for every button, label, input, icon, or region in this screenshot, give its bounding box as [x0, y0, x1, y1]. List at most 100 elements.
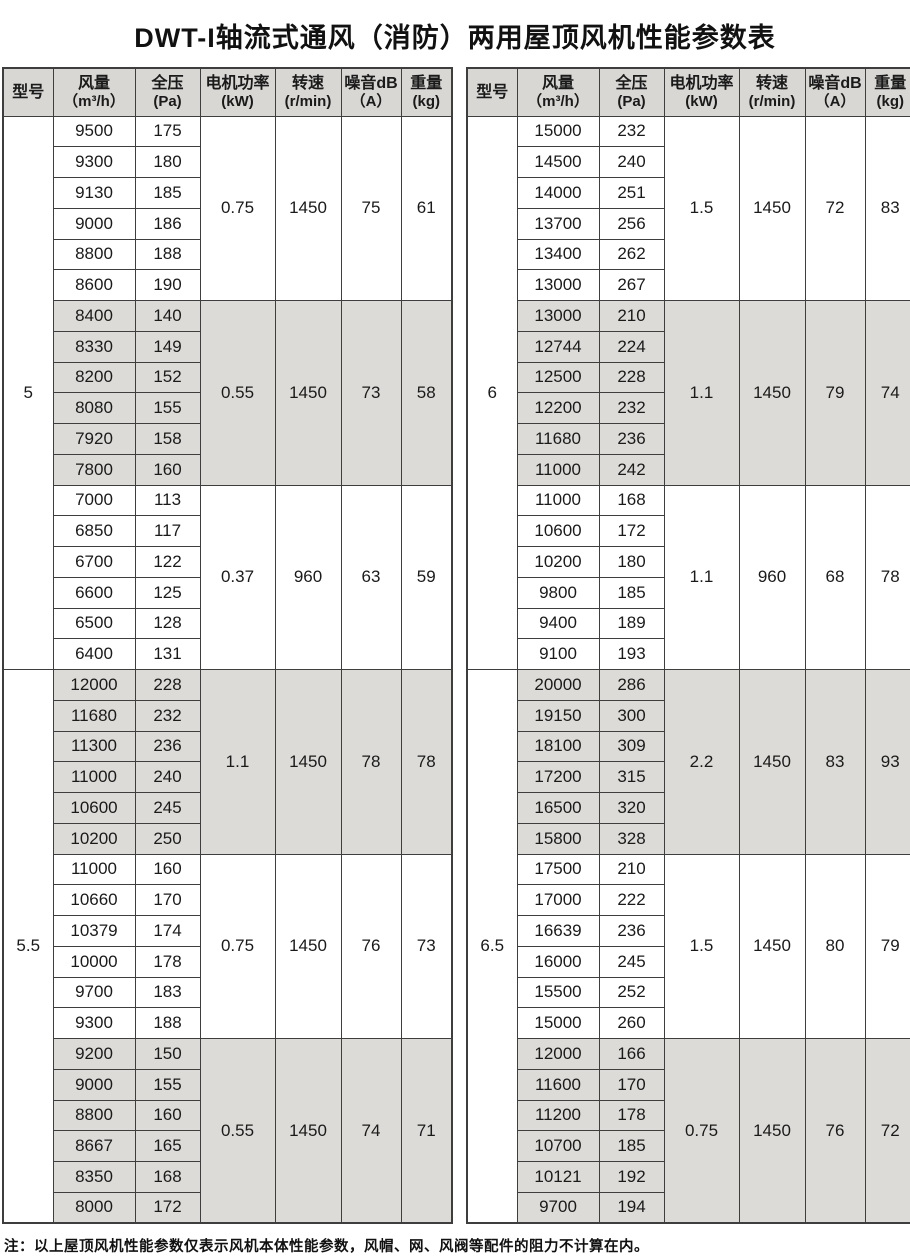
weight-value: 78	[864, 484, 910, 670]
pressure-value: 300	[598, 699, 665, 732]
weight-value: 58	[400, 300, 453, 486]
pressure-value: 188	[134, 1007, 201, 1039]
weight-value: 72	[864, 1038, 910, 1224]
pressure-value: 178	[598, 1099, 665, 1132]
table-row: 16000 245	[467, 945, 910, 978]
airflow-value: 8000	[52, 1191, 136, 1224]
pressure-value: 122	[134, 546, 201, 578]
pressure-value: 158	[134, 423, 201, 455]
pressure-value: 178	[134, 945, 201, 978]
noise-value: 73	[340, 300, 402, 486]
airflow-value: 11000	[52, 853, 136, 886]
table-row: 7800 160	[3, 453, 452, 486]
noise-value: 78	[340, 669, 402, 855]
table-row: 11200 178	[467, 1099, 910, 1132]
table-row: 10660 170	[3, 884, 452, 916]
table-row: 8667 165	[3, 1130, 452, 1162]
pressure-value: 180	[134, 146, 201, 178]
airflow-value: 8200	[52, 361, 136, 394]
table-row: 9300 180	[3, 146, 452, 178]
tables-container: 型号 风量 （m³/h） 全压 (Pa) 电机功率 (kW) 转速 (r/min) 噪音dB （A）…	[0, 67, 910, 1224]
column-header-model: 型号	[2, 67, 54, 117]
column-header-pressure: 全压 (Pa)	[134, 67, 201, 117]
power-value: 1.1	[199, 669, 276, 855]
airflow-value: 8080	[52, 392, 136, 424]
noise-value: 75	[340, 115, 402, 301]
weight-value: 73	[400, 853, 453, 1039]
table-row: 6700 122	[3, 546, 452, 578]
pressure-value: 228	[134, 669, 201, 701]
airflow-value: 6500	[52, 607, 136, 640]
speed-value: 960	[274, 484, 342, 670]
table-row: 12500 228	[467, 361, 910, 394]
pressure-value: 160	[134, 1099, 201, 1132]
noise-value: 72	[804, 115, 866, 301]
pressure-value: 242	[598, 453, 665, 486]
airflow-value: 6850	[52, 515, 136, 547]
pressure-value: 328	[598, 822, 665, 855]
airflow-value: 16000	[516, 945, 600, 978]
pressure-value: 245	[134, 792, 201, 824]
pressure-value: 149	[134, 330, 201, 363]
airflow-value: 19150	[516, 699, 600, 732]
model-cell: 6	[466, 115, 518, 670]
noise-value: 79	[804, 300, 866, 486]
table-row: 9800 185	[467, 576, 910, 609]
pressure-value: 160	[134, 453, 201, 486]
pressure-value: 150	[134, 1038, 201, 1070]
pressure-value: 125	[134, 576, 201, 609]
pressure-value: 256	[598, 207, 665, 240]
table-row: 9400 189	[467, 607, 910, 640]
table-row: 9100 193	[467, 638, 910, 670]
table-row: 6850 117	[3, 515, 452, 547]
power-value: 1.5	[663, 115, 740, 301]
airflow-value: 12000	[52, 669, 136, 701]
column-header-speed: 转速 (r/min)	[738, 67, 806, 117]
pressure-value: 315	[598, 761, 665, 793]
speed-value: 1450	[738, 853, 806, 1039]
table-row: 8400 140 0.55 1450 73 58	[3, 300, 453, 486]
airflow-value: 6400	[52, 638, 136, 670]
airflow-value: 9400	[516, 607, 600, 640]
airflow-value: 11680	[52, 699, 136, 732]
noise-value: 68	[804, 484, 866, 670]
table-row: 6400 131	[3, 638, 452, 670]
table-row: 8600 190	[3, 269, 452, 301]
pressure-value: 185	[598, 1130, 665, 1162]
weight-value: 79	[864, 853, 910, 1039]
airflow-value: 8600	[52, 269, 136, 301]
airflow-value: 10600	[52, 792, 136, 824]
airflow-value: 9700	[516, 1191, 600, 1224]
power-value: 1.1	[663, 484, 740, 670]
table-row: 10121 192	[467, 1161, 910, 1193]
airflow-value: 9000	[52, 207, 136, 240]
pressure-value: 183	[134, 976, 201, 1009]
pressure-value: 240	[134, 761, 201, 793]
pressure-value: 267	[598, 269, 665, 301]
pressure-value: 155	[134, 1068, 201, 1101]
airflow-value: 17000	[516, 884, 600, 916]
table-row: 17200 315	[467, 761, 910, 793]
airflow-value: 9130	[52, 177, 136, 209]
pressure-value: 210	[598, 300, 665, 332]
table-row: 10600 172	[467, 515, 910, 547]
pressure-value: 224	[598, 330, 665, 363]
pressure-value: 260	[598, 1007, 665, 1039]
column-header-model: 型号	[466, 67, 518, 117]
pressure-value: 190	[134, 269, 201, 301]
noise-value: 74	[340, 1038, 402, 1224]
table-row: 10700 185	[467, 1130, 910, 1162]
airflow-value: 13400	[516, 238, 600, 271]
table-row: 11300 236	[3, 730, 452, 763]
pressure-value: 185	[134, 177, 201, 209]
pressure-value: 189	[598, 607, 665, 640]
pressure-value: 168	[598, 484, 665, 517]
power-value: 2.2	[663, 669, 740, 855]
speed-value: 1450	[738, 115, 806, 301]
pressure-value: 228	[598, 361, 665, 394]
pressure-value: 160	[134, 853, 201, 886]
airflow-value: 12500	[516, 361, 600, 394]
airflow-value: 16639	[516, 915, 600, 947]
airflow-value: 20000	[516, 669, 600, 701]
